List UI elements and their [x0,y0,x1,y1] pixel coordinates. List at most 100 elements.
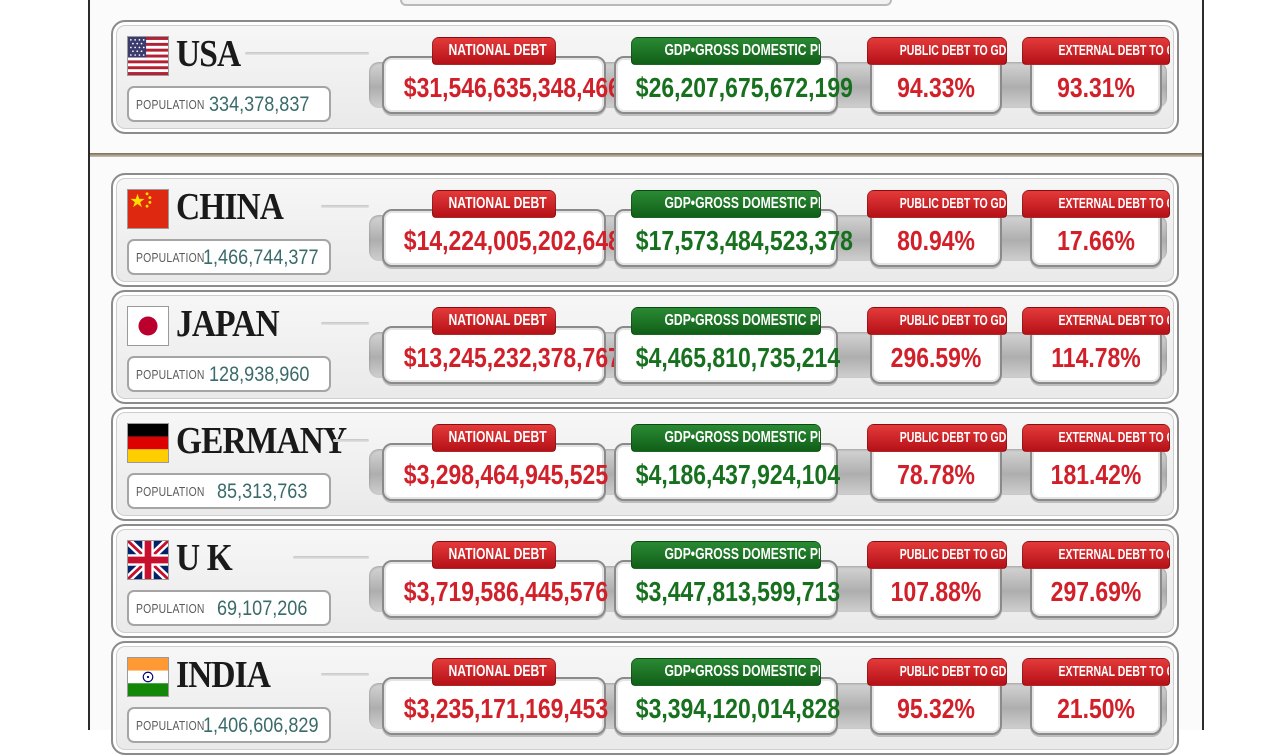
country-row-india: INDIA POPULATION 1,406,606,829 $3,235,17… [111,641,1179,755]
gdp-tag: GDP•GROSS DOMESTIC PRODUCT [631,658,821,686]
population-label: POPULATION [136,250,205,265]
public-debt-ratio-tag: PUBLIC DEBT TO GDP RATIO [867,541,1007,569]
national-debt-value: $3,298,464,945,525 [403,459,609,490]
name-underline [321,673,369,676]
population-box: POPULATION 1,406,606,829 [127,707,331,743]
external-debt-ratio-tag: EXTERNAL DEBT TO GDP RATIO [1022,307,1170,335]
gdp-box: $3,447,813,599,713 [614,560,841,618]
country-name: USA [176,33,241,75]
gdp-value: $3,447,813,599,713 [635,576,841,607]
population-box: POPULATION 69,107,206 [127,590,331,626]
gdp-tag: GDP•GROSS DOMESTIC PRODUCT [631,424,821,452]
gdp-value: $4,465,810,735,214 [635,342,841,373]
gdp-box: $17,573,484,523,378 [614,209,853,267]
country-row-usa: USA POPULATION 334,378,837 $31,546,635,3… [111,20,1179,134]
external-debt-ratio-box: 297.69% [1030,560,1162,618]
public-debt-ratio-tag: PUBLIC DEBT TO GDP RATIO [867,37,1007,65]
country-name: JAPAN [176,303,280,345]
gdp-value: $26,207,675,672,199 [635,72,853,103]
national-debt-box: $3,719,586,445,576 [382,560,609,618]
population-value: 1,466,744,377 [203,246,319,269]
country-row-uk: U K POPULATION 69,107,206 $3,719,586,445… [111,524,1179,638]
national-debt-tag: NATIONAL DEBT [432,658,556,686]
external-debt-ratio-tag: EXTERNAL DEBT TO GDP RATIO [1022,424,1170,452]
national-debt-tag: NATIONAL DEBT [432,307,556,335]
gdp-value: $3,394,120,014,828 [635,693,841,724]
name-underline [321,322,369,325]
population-label: POPULATION [136,484,205,499]
national-debt-box: $3,298,464,945,525 [382,443,609,501]
gdp-tag: GDP•GROSS DOMESTIC PRODUCT [631,541,821,569]
public-debt-ratio-value: 78.78% [897,459,975,490]
gdp-box: $3,394,120,014,828 [614,677,841,735]
country-row-china: CHINA POPULATION 1,466,744,377 $14,224,0… [111,173,1179,287]
name-underline [321,205,369,208]
section-divider [90,153,1202,157]
population-label: POPULATION [136,718,205,733]
population-value: 69,107,206 [217,597,308,620]
public-debt-ratio-value: 107.88% [890,576,982,607]
external-debt-ratio-tag: EXTERNAL DEBT TO GDP RATIO [1022,658,1170,686]
national-debt-tag: NATIONAL DEBT [432,541,556,569]
external-debt-ratio-box: 181.42% [1030,443,1162,501]
national-debt-value: $3,235,171,169,453 [403,693,609,724]
national-debt-value: $13,245,232,378,767 [403,342,621,373]
population-label: POPULATION [136,97,205,112]
external-debt-ratio-value: 114.78% [1051,342,1141,373]
public-debt-ratio-tag: PUBLIC DEBT TO GDP RATIO [867,190,1007,218]
national-debt-box: $31,546,635,348,466 [382,56,621,114]
national-debt-value: $31,546,635,348,466 [403,72,621,103]
name-underline [333,439,369,442]
population-box: POPULATION 128,938,960 [127,356,331,392]
external-debt-ratio-value: 93.31% [1057,72,1135,103]
public-debt-ratio-tag: PUBLIC DEBT TO GDP RATIO [867,424,1007,452]
external-debt-ratio-value: 21.50% [1057,693,1135,724]
gdp-value: $4,186,437,924,104 [635,459,841,490]
name-underline [293,556,369,559]
japan-flag-icon [127,306,169,346]
gdp-box: $4,465,810,735,214 [614,326,841,384]
population-label: POPULATION [136,367,205,382]
country-row-japan: JAPAN POPULATION 128,938,960 $13,245,232… [111,290,1179,404]
country-row-germany: GERMANY POPULATION 85,313,763 $3,298,464… [111,407,1179,521]
germany-flag-icon [127,423,169,463]
external-debt-ratio-box: 114.78% [1030,326,1162,384]
china-flag-icon [127,189,169,229]
country-name: GERMANY [176,420,347,462]
national-debt-box: $13,245,232,378,767 [382,326,621,384]
external-debt-ratio-box: 17.66% [1030,209,1162,267]
external-debt-ratio-tag: EXTERNAL DEBT TO GDP RATIO [1022,541,1170,569]
national-debt-tag: NATIONAL DEBT [432,424,556,452]
population-value: 334,378,837 [209,93,310,116]
gdp-box: $26,207,675,672,199 [614,56,853,114]
external-debt-ratio-value: 181.42% [1050,459,1142,490]
population-label: POPULATION [136,601,205,616]
population-value: 85,313,763 [217,480,308,503]
population-box: POPULATION 1,466,744,377 [127,239,331,275]
public-debt-ratio-box: 78.78% [870,443,1002,501]
name-underline [245,52,369,55]
gdp-value: $17,573,484,523,378 [635,225,853,256]
public-debt-ratio-value: 296.59% [890,342,982,373]
population-value: 128,938,960 [209,363,310,386]
uk-flag-icon [127,540,169,580]
public-debt-ratio-value: 95.32% [897,693,975,724]
public-debt-ratio-box: 107.88% [870,560,1002,618]
public-debt-ratio-value: 80.94% [897,225,975,256]
public-debt-ratio-tag: PUBLIC DEBT TO GDP RATIO [867,307,1007,335]
external-debt-ratio-tag: EXTERNAL DEBT TO GDP RATIO [1022,190,1170,218]
gdp-tag: GDP•GROSS DOMESTIC PRODUCT [631,37,821,65]
national-debt-tag: NATIONAL DEBT [432,37,556,65]
public-debt-ratio-value: 94.33% [897,72,975,103]
national-debt-tag: NATIONAL DEBT [432,190,556,218]
population-box: POPULATION 85,313,763 [127,473,331,509]
national-debt-value: $3,719,586,445,576 [403,576,609,607]
public-debt-ratio-box: 296.59% [870,326,1002,384]
national-debt-box: $14,224,005,202,648 [382,209,621,267]
external-debt-ratio-value: 297.69% [1050,576,1142,607]
top-edge-strip [400,0,892,6]
country-name: INDIA [176,654,271,696]
country-name: CHINA [176,186,284,228]
gdp-tag: GDP•GROSS DOMESTIC PRODUCT [631,307,821,335]
usa-flag-icon [127,36,169,76]
